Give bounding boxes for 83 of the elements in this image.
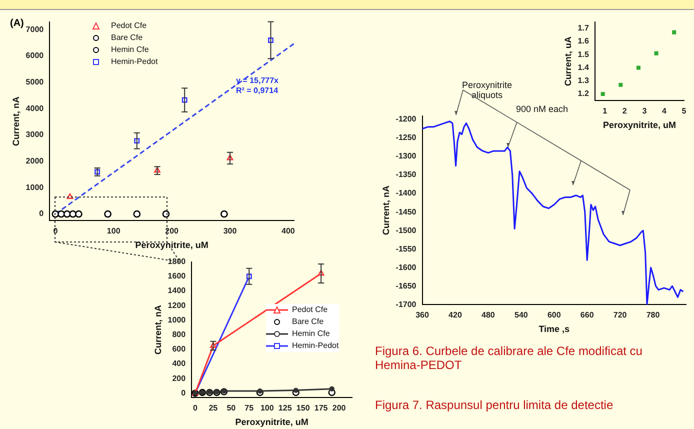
x-tick-label: 1 xyxy=(602,106,608,116)
y-tick-label: -1300 xyxy=(396,152,417,161)
x-tick-label: 200 xyxy=(332,404,346,413)
y-tick-label: 1.5 xyxy=(578,50,590,59)
y-tick-label: -1250 xyxy=(396,133,417,142)
y-tick-label: 200 xyxy=(172,374,186,383)
x-tick-label: 400 xyxy=(282,226,296,236)
x-tick-label: 25 xyxy=(208,404,218,413)
x-tick-label: 2 xyxy=(622,106,628,116)
x-tick-label: 660 xyxy=(580,310,594,320)
y-tick-label: -1550 xyxy=(396,244,417,254)
y-tick-label: 800 xyxy=(172,330,186,340)
x-axis-title: Peroxynitrite, uM xyxy=(135,240,208,250)
y-tick-label: 1400 xyxy=(168,286,186,296)
x-tick-label: 720 xyxy=(613,310,628,320)
y-tick-label: 1.6 xyxy=(578,36,590,46)
annotation: y = 15,777x xyxy=(236,76,280,85)
y-axis-title: Current, nA xyxy=(152,304,163,354)
x-axis-title: Time ,s xyxy=(538,324,570,334)
legend-label: Hemin-Pedot xyxy=(111,56,158,68)
x-tick-label: 360 xyxy=(416,310,430,320)
legend-label: Hemin Cfe xyxy=(111,44,149,56)
y-tick-label: 0 xyxy=(181,388,186,398)
x-tick-label: 150 xyxy=(296,404,310,413)
y-tick-label: 1000 xyxy=(168,315,186,324)
x-tick-label: 125 xyxy=(278,404,292,413)
legend-label: Pedot Cfe xyxy=(111,20,147,32)
x-tick-label: 300 xyxy=(223,226,238,236)
y-axis-title: Current, uA xyxy=(562,36,573,86)
legend-label: Bare Cfe xyxy=(292,316,324,328)
x-tick-label: 100 xyxy=(260,404,274,413)
legend-label: Bare Cfe xyxy=(111,32,143,44)
x-tick-label: 480 xyxy=(482,310,496,320)
y-tick-label: -1700 xyxy=(396,300,417,309)
y-tick-label: 1200 xyxy=(168,300,186,310)
x-tick-label: 50 xyxy=(226,404,236,413)
y-axis-title: Current, nA xyxy=(10,96,21,146)
x-tick-label: 100 xyxy=(106,226,121,236)
x-tick-label: 4 xyxy=(662,106,667,116)
y-tick-label: 1.4 xyxy=(578,62,590,72)
y-tick-label: 2000 xyxy=(26,156,44,166)
text: Figura 6. Curbele de calibrare ale Cfe modificat cu Hemina-PEDOT xyxy=(375,344,644,372)
annotation: R² = 0,9714 xyxy=(236,86,280,95)
y-tick-label: -1200 xyxy=(396,114,417,124)
chart-title: (A) xyxy=(10,18,24,29)
x-tick-label: 420 xyxy=(448,310,462,320)
y-tick-label: 1.7 xyxy=(578,24,590,33)
y-tick-label: 5000 xyxy=(26,78,44,87)
y-tick-label: 3000 xyxy=(26,130,44,140)
x-tick-label: 540 xyxy=(514,310,528,320)
y-tick-label: 1800 xyxy=(168,257,186,266)
y-tick-label: 1.3 xyxy=(578,76,590,86)
text: Figura 7. Raspunsul pentru limita de detectie xyxy=(375,398,614,412)
y-tick-label: 600 xyxy=(172,344,186,354)
x-tick-label: 5 xyxy=(682,106,687,116)
x-axis-title: Peroxynitrite, uM xyxy=(602,120,676,130)
y-tick-label: 0 xyxy=(39,209,44,218)
y-tick-label: 1000 xyxy=(26,182,44,192)
x-axis-title: Peroxynitrite, uM xyxy=(235,417,308,428)
y-tick-label: -1500 xyxy=(396,226,417,235)
x-tick-label: 75 xyxy=(244,404,254,413)
legend-label: Hemin-Pedot xyxy=(292,340,339,352)
x-tick-label: 3 xyxy=(642,106,648,116)
text: Peroxynitrite aliquots xyxy=(460,80,514,100)
y-axis-title: Current, nA xyxy=(380,184,391,235)
y-tick-label: -1600 xyxy=(396,262,417,272)
legend-label: Pedot Cfe xyxy=(292,304,328,316)
y-tick-label: 6000 xyxy=(26,51,44,60)
y-tick-label: 7000 xyxy=(26,24,44,34)
y-tick-label: 400 xyxy=(172,359,186,368)
legend-label: Hemin Cfe xyxy=(292,328,330,340)
y-tick-label: -1650 xyxy=(396,281,417,290)
x-tick-label: 600 xyxy=(547,310,562,320)
y-tick-label: -1450 xyxy=(396,207,417,216)
y-tick-label: -1400 xyxy=(396,188,417,198)
x-tick-label: 175 xyxy=(314,404,328,413)
x-tick-label: 0 xyxy=(192,404,198,413)
x-tick-label: 780 xyxy=(646,310,660,320)
y-tick-label: 4000 xyxy=(26,104,44,113)
y-tick-label: 1600 xyxy=(168,272,186,281)
y-tick-label: -1350 xyxy=(396,170,417,180)
y-tick-label: 1.2 xyxy=(578,89,590,98)
text: 900 nM each xyxy=(514,104,570,114)
